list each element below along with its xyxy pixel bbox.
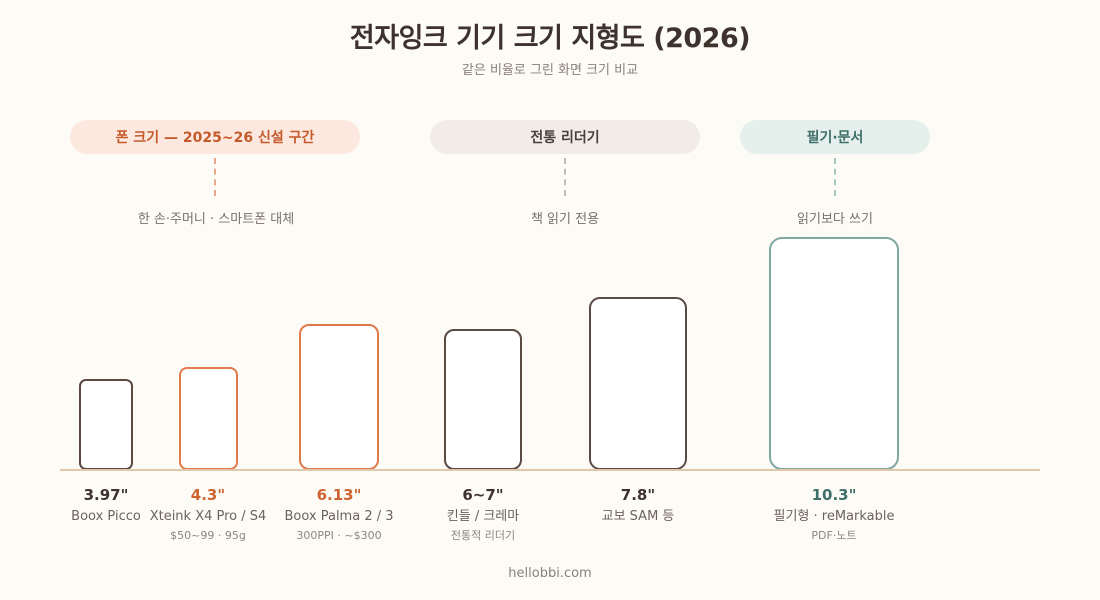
device-note: $50~99 · 95g xyxy=(170,529,246,542)
device-outline-boox-picco xyxy=(79,379,133,470)
group-label-phone: 폰 크기 — 2025~26 신설 구간 xyxy=(115,130,315,146)
device-note: 전통적 리더기 xyxy=(450,529,516,542)
device-label-boox-palma: 6.13" Boox Palma 2 / 3 300PPI · ~$300 xyxy=(284,484,393,545)
device-name: Xteink X4 Pro / S4 xyxy=(149,509,267,524)
group-label-note: 필기·문서 xyxy=(806,130,864,146)
baseline xyxy=(60,469,1040,471)
device-size: 7.8" xyxy=(620,486,656,504)
group-pill-phone: 폰 크기 — 2025~26 신설 구간 xyxy=(70,120,360,154)
device-label-boox-picco: 3.97" Boox Picco xyxy=(71,484,141,527)
group-pill-reader: 전통 리더기 xyxy=(430,120,700,154)
device-outline-xteink xyxy=(179,367,238,470)
device-label-xteink: 4.3" Xteink X4 Pro / S4 $50~99 · 95g xyxy=(150,484,267,545)
device-size: 6.13" xyxy=(316,486,362,504)
device-name: Boox Palma 2 / 3 xyxy=(284,509,394,524)
device-name: 교보 SAM 등 xyxy=(601,509,675,524)
device-label-kyobo-sam: 7.8" 교보 SAM 등 xyxy=(602,484,675,527)
device-label-kindle: 6~7" 킨들 / 크레마 전통적 리더기 xyxy=(447,484,519,545)
device-note: 300PPI · ~$300 xyxy=(296,529,382,542)
group-label-reader: 전통 리더기 xyxy=(530,130,600,146)
device-note: PDF·노트 xyxy=(811,529,857,542)
connector-note xyxy=(834,158,836,196)
device-outline-kyobo-sam xyxy=(589,297,687,470)
connector-reader xyxy=(564,158,566,196)
group-desc-note: 읽기보다 쓰기 xyxy=(797,212,873,227)
device-outline-kindle xyxy=(444,329,522,470)
device-size: 3.97" xyxy=(83,486,129,504)
page-title: 전자잉크 기기 크기 지형도 (2026) xyxy=(349,23,751,54)
group-desc-reader: 책 읽기 전용 xyxy=(530,212,600,227)
device-name: 킨들 / 크레마 xyxy=(446,509,520,524)
device-outline-boox-palma xyxy=(299,324,379,470)
footer-source: hellobbi.com xyxy=(508,566,592,581)
device-name: Boox Picco xyxy=(71,509,141,524)
device-name: 필기형 · reMarkable xyxy=(773,509,895,524)
group-desc-phone: 한 손·주머니 · 스마트폰 대체 xyxy=(137,212,295,227)
connector-phone xyxy=(214,158,216,196)
page-subtitle: 같은 비율로 그린 화면 크기 비교 xyxy=(461,63,639,78)
device-size: 4.3" xyxy=(190,486,226,504)
device-size: 6~7" xyxy=(462,486,504,504)
device-outline-remarkable xyxy=(769,237,899,470)
device-size: 10.3" xyxy=(811,486,857,504)
group-pill-note: 필기·문서 xyxy=(740,120,930,154)
device-label-remarkable: 10.3" 필기형 · reMarkable PDF·노트 xyxy=(774,484,895,545)
